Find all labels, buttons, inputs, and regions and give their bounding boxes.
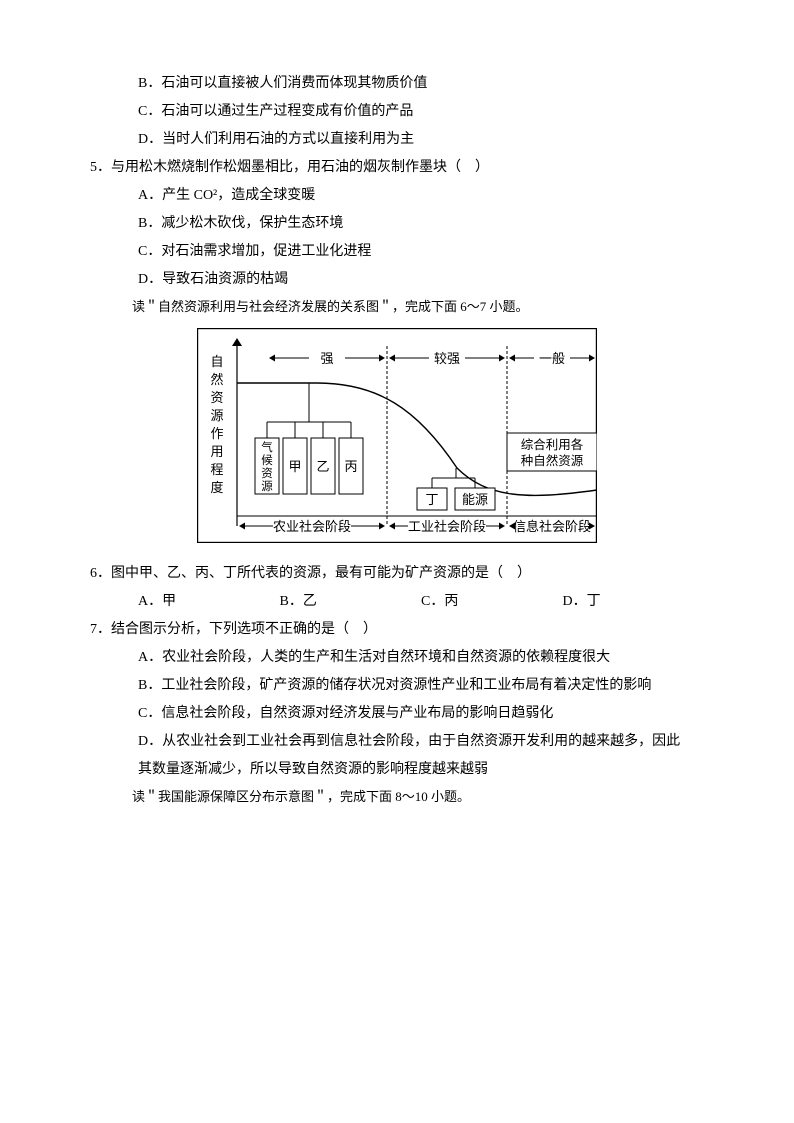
svg-text:源: 源 bbox=[261, 479, 273, 493]
resource-diagram: 自然资源作用程度强较强一般综合利用各种自然资源气候资源甲乙丙丁能源农业社会阶段工… bbox=[197, 328, 597, 543]
svg-text:丁: 丁 bbox=[425, 492, 438, 507]
q5-option-b: B．减少松木砍伐，保护生态环境 bbox=[90, 210, 704, 238]
svg-text:度: 度 bbox=[210, 480, 223, 495]
svg-text:气: 气 bbox=[261, 440, 273, 454]
q7-option-d-cont: 其数量逐渐减少，所以导致自然资源的影响程度越来越弱 bbox=[90, 756, 704, 784]
q6-option-b: B．乙 bbox=[280, 588, 422, 616]
question-6: 6．图中甲、乙、丙、丁所代表的资源，最有可能为矿产资源的是（ ） bbox=[90, 560, 704, 588]
svg-text:一般: 一般 bbox=[539, 351, 565, 366]
svg-text:甲: 甲 bbox=[288, 459, 301, 474]
q6-option-a: A．甲 bbox=[138, 588, 280, 616]
q6-option-d: D．丁 bbox=[563, 588, 705, 616]
q7-option-c: C．信息社会阶段，自然资源对经济发展与产业布局的影响日趋弱化 bbox=[90, 700, 704, 728]
svg-text:能源: 能源 bbox=[462, 492, 488, 507]
diagram-container: 自然资源作用程度强较强一般综合利用各种自然资源气候资源甲乙丙丁能源农业社会阶段工… bbox=[90, 328, 704, 554]
q7-option-d: D．从农业社会到工业社会再到信息社会阶段，由于自然资源开发利用的越来越多，因此 bbox=[90, 728, 704, 756]
q5-option-d: D．导致石油资源的枯竭 bbox=[90, 266, 704, 294]
prev-option-c: C．石油可以通过生产过程变成有价值的产品 bbox=[90, 98, 704, 126]
svg-text:工业社会阶段: 工业社会阶段 bbox=[408, 519, 486, 534]
prev-option-b: B．石油可以直接被人们消费而体现其物质价值 bbox=[90, 70, 704, 98]
svg-text:种自然资源: 种自然资源 bbox=[521, 453, 584, 468]
svg-text:用: 用 bbox=[210, 444, 223, 459]
svg-text:较强: 较强 bbox=[434, 351, 460, 366]
svg-text:农业社会阶段: 农业社会阶段 bbox=[273, 519, 351, 534]
question-5: 5．与用松木燃烧制作松烟墨相比，用石油的烟灰制作墨块（ ） bbox=[90, 154, 704, 182]
svg-text:资: 资 bbox=[261, 467, 273, 480]
q7-option-a: A．农业社会阶段，人类的生产和生活对自然环境和自然资源的依赖程度很大 bbox=[90, 644, 704, 672]
instruction-2: 读＂我国能源保障区分布示意图＂，完成下面 8～10 小题。 bbox=[90, 784, 704, 810]
svg-text:自: 自 bbox=[210, 354, 223, 369]
question-7: 7．结合图示分析，下列选项不正确的是（ ） bbox=[90, 616, 704, 644]
q6-choices: A．甲 B．乙 C．丙 D．丁 bbox=[90, 588, 704, 616]
svg-text:信息社会阶段: 信息社会阶段 bbox=[513, 519, 591, 534]
svg-text:然: 然 bbox=[210, 372, 223, 387]
svg-text:综合利用各: 综合利用各 bbox=[521, 437, 584, 452]
svg-text:候: 候 bbox=[261, 453, 273, 467]
svg-text:源: 源 bbox=[210, 408, 223, 423]
svg-text:丙: 丙 bbox=[344, 459, 357, 474]
svg-text:作: 作 bbox=[210, 426, 223, 441]
svg-text:资: 资 bbox=[210, 390, 223, 405]
q5-option-a: A．产生 CO²，造成全球变暖 bbox=[90, 182, 704, 210]
svg-text:强: 强 bbox=[320, 351, 333, 366]
svg-text:程: 程 bbox=[210, 462, 223, 477]
q5-option-c: C．对石油需求增加，促进工业化进程 bbox=[90, 238, 704, 266]
prev-option-d: D．当时人们利用石油的方式以直接利用为主 bbox=[90, 126, 704, 154]
instruction-1: 读＂自然资源利用与社会经济发展的关系图＂，完成下面 6～7 小题。 bbox=[90, 294, 704, 320]
q6-option-c: C．丙 bbox=[421, 588, 563, 616]
svg-text:乙: 乙 bbox=[316, 459, 329, 474]
q7-option-b: B．工业社会阶段，矿产资源的储存状况对资源性产业和工业布局有着决定性的影响 bbox=[90, 672, 704, 700]
